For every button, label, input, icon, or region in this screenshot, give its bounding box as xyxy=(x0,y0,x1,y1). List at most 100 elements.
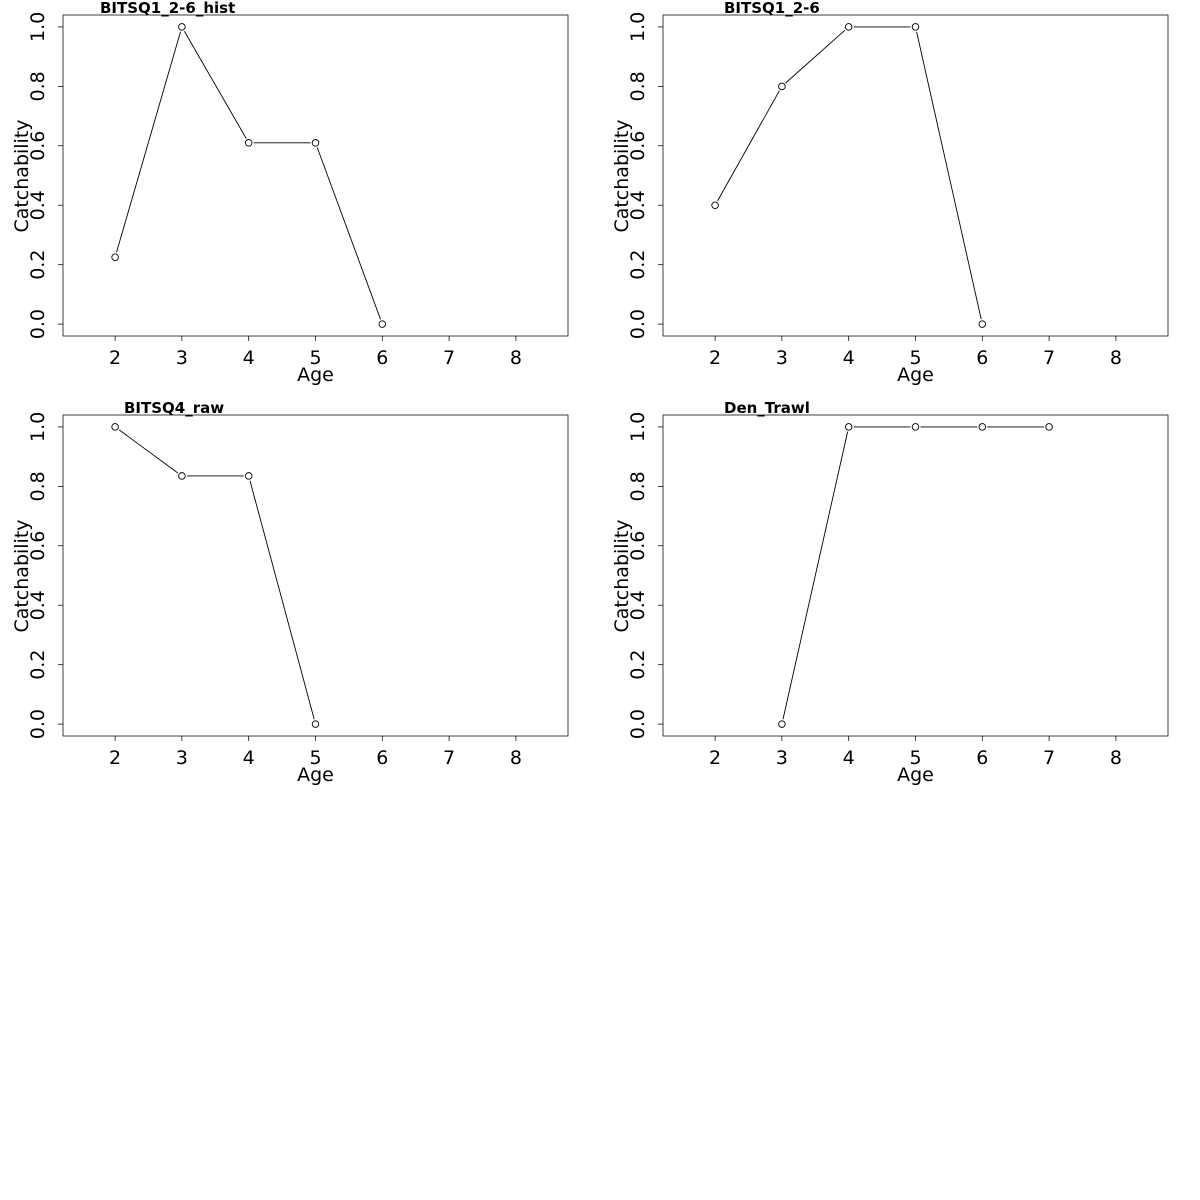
data-point xyxy=(378,320,387,328)
data-point xyxy=(1045,423,1053,431)
data-point xyxy=(911,423,920,431)
y-tick-label: 1.0 xyxy=(627,412,649,442)
data-point xyxy=(911,23,920,31)
x-tick-label: 8 xyxy=(1110,747,1122,769)
y-tick-label: 0.0 xyxy=(27,309,49,339)
y-tick-label: 0.4 xyxy=(627,190,649,220)
series-segment xyxy=(184,30,247,139)
y-tick-label: 1.0 xyxy=(627,12,649,42)
x-tick-label: 2 xyxy=(109,347,121,369)
panel-title: Den_Trawl xyxy=(724,399,810,417)
data-point xyxy=(111,253,119,261)
x-tick-label: 7 xyxy=(1043,747,1055,769)
y-axis-label: Catchability xyxy=(11,519,33,632)
chart-panel-4: Den_Trawl 2 3 4 5 6 7 8 0.0 0.2 0.4 0.6 0.8 1.0 Age Cat… xyxy=(611,399,1169,786)
series-segment xyxy=(782,431,849,720)
y-axis-label: Catchability xyxy=(611,119,633,232)
x-tick-label: 3 xyxy=(176,747,188,769)
y-tick-label: 0.8 xyxy=(627,471,649,501)
x-tick-label: 2 xyxy=(709,747,721,769)
x-tick-label: 8 xyxy=(510,747,522,769)
x-tick-label: 4 xyxy=(243,747,255,769)
y-tick-label: 0.0 xyxy=(627,709,649,739)
panel-title: BITSQ4_raw xyxy=(124,399,224,417)
y-tick-label: 0.6 xyxy=(27,531,49,561)
x-tick-label: 4 xyxy=(243,347,255,369)
series-segment xyxy=(785,29,846,84)
chart-panel-1: BITSQ1_2-6_hist 2 3 4 5 6 7 8 0.0 0.2 0.4 0.6 0.8 1.0… xyxy=(11,0,569,386)
x-tick-label: 3 xyxy=(776,347,788,369)
x-tick-label: 2 xyxy=(109,747,121,769)
x-tick-label: 8 xyxy=(510,347,522,369)
x-tick-label: 6 xyxy=(376,747,388,769)
series-segment xyxy=(116,31,181,253)
panel-title: BITSQ1_2-6 xyxy=(724,0,820,17)
chart-panel-3: BITSQ4_raw 2 3 4 5 6 7 8 0.0 0.2 0.4 0.6 0.8 1.0 Age Ca… xyxy=(11,399,569,786)
x-tick-label: 6 xyxy=(376,347,388,369)
plot-frame xyxy=(662,14,1169,337)
data-point xyxy=(844,423,853,431)
y-tick-label: 0.2 xyxy=(27,650,49,680)
y-tick-label: 0.4 xyxy=(27,190,49,220)
data-point xyxy=(244,139,253,147)
series-segment xyxy=(316,147,381,320)
x-tick-label: 6 xyxy=(976,347,988,369)
data-point xyxy=(978,423,987,431)
x-axis-label: Age xyxy=(897,764,934,786)
plot-frame xyxy=(662,414,1169,737)
data-point xyxy=(178,472,186,480)
series-segment xyxy=(118,429,179,474)
x-axis-label: Age xyxy=(297,364,334,386)
x-tick-label: 6 xyxy=(976,747,988,769)
series-segment xyxy=(916,31,982,320)
x-tick-label: 2 xyxy=(709,347,721,369)
y-tick-label: 0.2 xyxy=(627,250,649,280)
data-point xyxy=(778,82,786,91)
y-tick-label: 0.6 xyxy=(27,131,49,161)
data-point xyxy=(111,423,119,431)
panel-title: BITSQ1_2-6_hist xyxy=(100,0,235,17)
data-point xyxy=(778,720,786,728)
x-tick-label: 5 xyxy=(309,747,321,769)
data-point xyxy=(311,720,320,728)
series-segment xyxy=(249,480,315,720)
x-tick-label: 3 xyxy=(776,747,788,769)
y-tick-label: 0.2 xyxy=(27,250,49,280)
y-tick-label: 0.2 xyxy=(627,650,649,680)
x-tick-label: 5 xyxy=(909,347,921,369)
y-tick-label: 0.0 xyxy=(27,709,49,739)
x-tick-label: 7 xyxy=(1043,347,1055,369)
y-tick-label: 0.4 xyxy=(627,590,649,620)
x-axis-label: Age xyxy=(297,764,334,786)
x-tick-label: 3 xyxy=(176,347,188,369)
x-tick-label: 5 xyxy=(909,747,921,769)
x-tick-label: 8 xyxy=(1110,347,1122,369)
data-point xyxy=(844,23,853,31)
y-axis-label: Catchability xyxy=(611,519,633,632)
series-segment xyxy=(717,90,780,202)
x-axis-label: Age xyxy=(897,364,934,386)
y-tick-label: 0.8 xyxy=(27,71,49,101)
x-tick-label: 7 xyxy=(443,747,455,769)
plot-frame xyxy=(62,414,569,737)
y-tick-label: 0.4 xyxy=(27,590,49,620)
x-tick-label: 4 xyxy=(843,347,855,369)
y-tick-label: 0.6 xyxy=(627,131,649,161)
y-tick-label: 0.8 xyxy=(27,471,49,501)
y-tick-label: 1.0 xyxy=(27,412,49,442)
x-tick-label: 4 xyxy=(843,747,855,769)
y-tick-label: 0.8 xyxy=(627,71,649,101)
y-tick-label: 0.6 xyxy=(627,531,649,561)
y-axis-label: Catchability xyxy=(11,119,33,232)
data-point xyxy=(244,472,253,480)
data-point xyxy=(178,23,186,31)
data-point xyxy=(978,320,987,328)
x-tick-label: 7 xyxy=(443,347,455,369)
data-point xyxy=(711,201,719,209)
y-tick-label: 0.0 xyxy=(627,309,649,339)
data-point xyxy=(311,139,320,147)
x-tick-label: 5 xyxy=(309,347,321,369)
chart-panel-2: BITSQ1_2-6 2 3 4 5 6 7 8 0.0 0.2 0.4 0.6 0.8 1.0 Age Ca… xyxy=(611,0,1169,386)
y-tick-label: 1.0 xyxy=(27,12,49,42)
